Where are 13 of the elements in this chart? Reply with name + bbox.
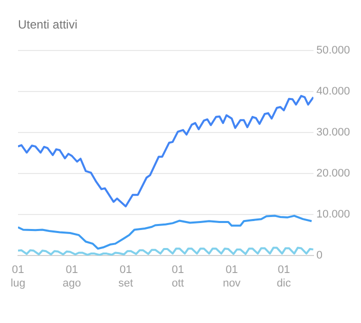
y-tick-label: 20.000: [316, 168, 350, 180]
y-tick-label: 50.000: [316, 44, 350, 56]
x-tick-label: 01 ago: [62, 264, 82, 290]
x-tick-label: 01 set: [118, 264, 134, 290]
y-tick-label: 30.000: [316, 126, 350, 139]
x-tick-label: 01 nov: [222, 264, 242, 290]
y-tick-label: 40.000: [316, 85, 350, 98]
x-tick-label: 01 ott: [172, 264, 184, 290]
x-tick-label: 01 dic: [276, 264, 292, 290]
y-tick-label: 0: [316, 250, 322, 262]
chart-title: Utenti attivi: [18, 18, 78, 32]
x-tick-label: 01 lug: [10, 264, 26, 290]
y-tick-label: 10.000: [316, 208, 350, 221]
